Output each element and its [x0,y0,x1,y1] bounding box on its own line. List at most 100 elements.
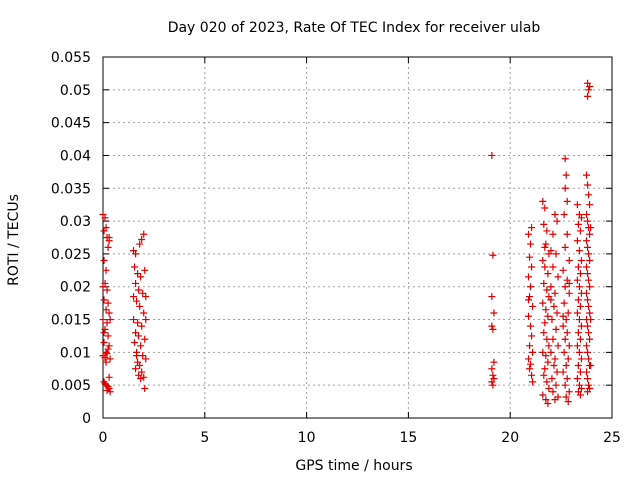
data-point-plus [102,358,110,366]
data-point-plus [525,312,533,320]
data-point-plus [549,335,557,343]
data-point-plus [576,270,584,278]
data-point-plus [100,329,108,337]
data-point-plus [542,240,550,248]
data-point-plus [136,361,144,369]
data-point-plus [541,319,549,327]
data-point-plus [584,348,592,356]
data-point-plus [554,342,562,350]
y-tick-label: 0.025 [51,247,91,263]
data-point-plus [544,270,552,278]
data-point-plus [560,211,568,219]
data-point-plus [135,286,143,294]
data-point-plus [548,375,556,383]
data-point-plus [101,354,109,362]
data-point-plus [138,235,146,243]
y-tick-label: 0.04 [60,148,91,164]
data-point-plus [545,342,553,350]
y-tick-label: 0.045 [51,116,91,132]
data-point-plus [526,365,534,373]
data-point-plus [562,361,570,369]
data-point-plus [559,368,567,376]
data-point-plus [141,384,149,392]
data-point-plus [577,355,585,363]
data-point-plus [529,348,537,356]
data-point-plus [561,155,569,163]
data-point-plus [130,316,138,324]
data-point-plus [101,325,109,333]
data-point-plus [132,250,140,258]
data-point-plus [547,348,555,356]
data-point-plus [134,319,142,327]
data-point-plus [584,181,592,189]
data-point-plus [564,398,572,406]
x-tick-label: 20 [501,430,519,446]
data-point-plus [549,388,557,396]
data-point-plus [103,319,111,327]
y-tick-label: 0.035 [51,181,91,197]
data-point-plus [573,237,581,245]
data-point-plus [142,355,150,363]
data-point-plus [99,283,107,291]
data-point-plus [544,358,552,366]
data-point-plus [136,302,144,310]
data-point-plus [527,360,535,368]
data-point-plus [539,391,547,399]
y-tick-label: 0.005 [51,378,91,394]
data-point-plus [139,289,147,297]
data-point-plus [525,296,533,304]
data-point-plus [136,240,144,248]
data-point-plus [104,243,112,251]
data-point-plus [140,230,148,238]
data-point-plus [137,375,145,383]
data-point-plus [133,297,141,305]
data-point-plus [140,373,148,381]
y-tick-label: 0.01 [60,345,91,361]
data-point-plus [132,279,140,287]
data-point-plus [547,283,555,291]
data-point-plus [490,358,498,366]
data-point-plus [100,256,108,264]
data-point-plus [586,335,594,343]
x-tick-labels: 0 5 10 15 20 25 [99,430,621,446]
data-point-plus [547,247,555,255]
data-point-plus [574,220,582,228]
data-point-plus [585,329,593,337]
data-point-plus [584,388,592,396]
data-point-plus [102,306,110,314]
data-points [99,79,595,408]
y-tick-label: 0.02 [60,280,91,296]
data-point-plus [551,211,559,219]
data-point-plus [552,325,560,333]
data-point-plus [539,299,547,307]
data-point-plus [584,322,592,330]
data-point-plus [132,365,140,373]
data-point-plus [565,342,573,350]
data-point-plus [141,335,149,343]
plot-area-border [102,56,613,419]
data-point-plus [528,371,536,379]
data-point-plus [550,302,558,310]
data-point-plus [549,230,557,238]
data-point-plus [488,365,496,373]
data-point-plus [561,184,569,192]
data-point-plus [573,309,581,317]
data-point-plus [584,92,592,100]
data-point-plus [542,396,550,404]
data-point-plus [573,201,581,209]
data-point-plus [543,378,551,386]
data-point-plus [548,316,556,324]
data-point-plus [561,335,569,343]
x-tick-label: 10 [298,430,316,446]
data-point-plus [584,243,592,251]
data-point-plus [583,342,591,350]
data-point-plus [553,368,561,376]
data-point-plus [573,375,581,383]
data-point-plus [583,211,591,219]
data-point-plus [565,279,573,287]
data-point-plus [99,316,107,324]
data-point-plus [585,302,593,310]
data-point-plus [101,380,109,388]
data-point-plus [141,266,149,274]
data-point-plus [576,335,584,343]
